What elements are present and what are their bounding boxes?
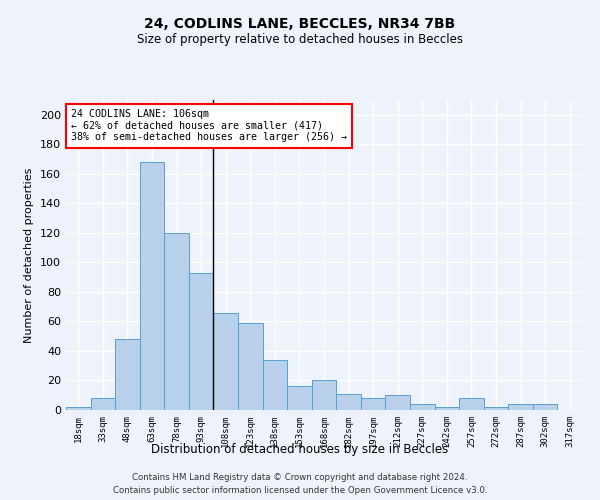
- Bar: [287, 386, 312, 410]
- Text: Size of property relative to detached houses in Beccles: Size of property relative to detached ho…: [137, 32, 463, 46]
- Bar: [533, 404, 557, 410]
- Bar: [238, 323, 263, 410]
- Bar: [91, 398, 115, 410]
- Bar: [434, 407, 459, 410]
- Y-axis label: Number of detached properties: Number of detached properties: [25, 168, 34, 342]
- Text: Distribution of detached houses by size in Beccles: Distribution of detached houses by size …: [151, 442, 449, 456]
- Bar: [312, 380, 336, 410]
- Bar: [140, 162, 164, 410]
- Text: 24 CODLINS LANE: 106sqm
← 62% of detached houses are smaller (417)
38% of semi-d: 24 CODLINS LANE: 106sqm ← 62% of detache…: [71, 110, 347, 142]
- Bar: [115, 339, 140, 410]
- Text: Contains HM Land Registry data © Crown copyright and database right 2024.: Contains HM Land Registry data © Crown c…: [132, 472, 468, 482]
- Text: 24, CODLINS LANE, BECCLES, NR34 7BB: 24, CODLINS LANE, BECCLES, NR34 7BB: [145, 18, 455, 32]
- Bar: [508, 404, 533, 410]
- Bar: [410, 404, 434, 410]
- Bar: [214, 312, 238, 410]
- Bar: [164, 233, 189, 410]
- Bar: [361, 398, 385, 410]
- Bar: [336, 394, 361, 410]
- Bar: [189, 272, 214, 410]
- Bar: [66, 407, 91, 410]
- Bar: [459, 398, 484, 410]
- Bar: [484, 407, 508, 410]
- Bar: [385, 395, 410, 410]
- Text: Contains public sector information licensed under the Open Government Licence v3: Contains public sector information licen…: [113, 486, 487, 495]
- Bar: [263, 360, 287, 410]
